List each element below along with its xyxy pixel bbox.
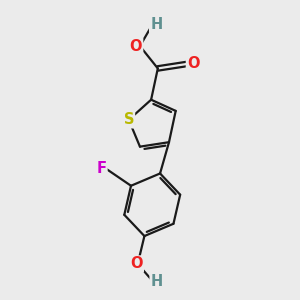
Text: O: O [130, 39, 142, 54]
Text: H: H [150, 17, 162, 32]
Text: O: O [187, 56, 200, 71]
Text: H: H [151, 274, 163, 290]
Text: S: S [124, 112, 134, 127]
Text: F: F [97, 161, 106, 176]
Text: O: O [130, 256, 143, 272]
